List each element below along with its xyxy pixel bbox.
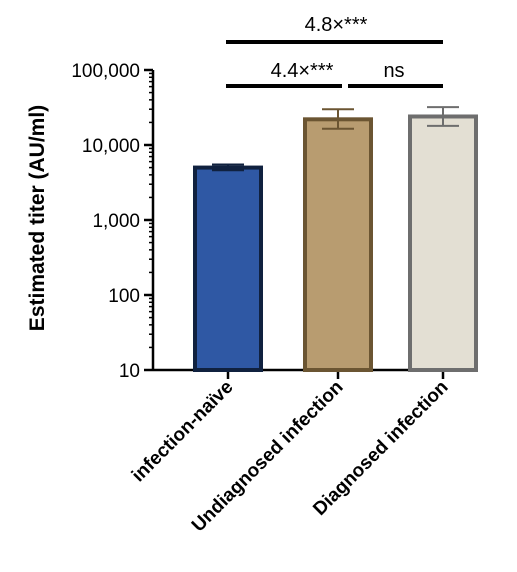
comparison-label: 4.4×*** [271, 60, 334, 82]
y-tick-label: 1,000 [92, 211, 140, 232]
y-tick-label: 100,000 [71, 61, 140, 82]
comparison-label: 4.8×*** [305, 14, 368, 36]
bar-1 [193, 165, 263, 372]
y-tick-label: 100 [108, 286, 140, 307]
bar-3 [408, 114, 478, 372]
y-tick-label: 10 [119, 361, 140, 382]
y-tick-label: 10,000 [82, 136, 140, 157]
x-category-label: infection-naïve [128, 377, 238, 487]
comparison-label: ns [383, 60, 404, 82]
y-axis-title: Estimated titer (AU/ml) [26, 105, 49, 331]
bar-2 [303, 117, 373, 372]
